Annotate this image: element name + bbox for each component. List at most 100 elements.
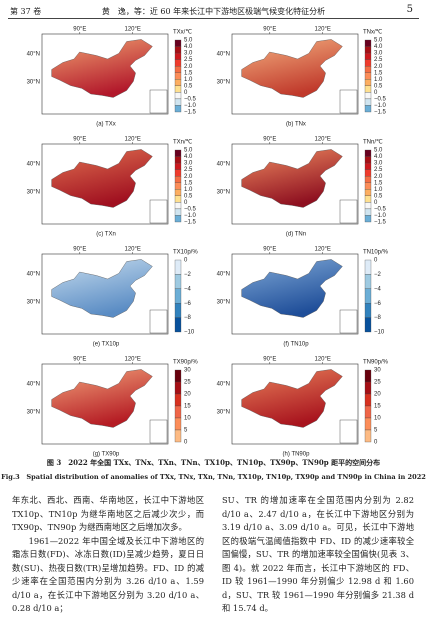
colorbar-segment	[174, 317, 182, 333]
colorbar-segment	[364, 39, 372, 47]
colorbar-segment	[364, 369, 372, 383]
colorbar-tick-label: 5.0	[184, 38, 193, 44]
lon-label: 90°E	[263, 247, 276, 253]
colorbar-tick-label: −1.0	[374, 213, 387, 219]
colorbar-segment	[364, 189, 372, 196]
figure: 90°E 120°E40°N30°NTXx/℃5.04.03.02.52.01.5…	[27, 27, 389, 458]
colorbar-segment	[364, 46, 372, 54]
colorbar-segment	[174, 208, 182, 216]
colorbar-segment	[174, 169, 182, 177]
lat-label: 30°N	[27, 300, 40, 306]
colorbar-tick-label: 5.0	[374, 38, 383, 44]
colorbar-tick-label: −6	[184, 301, 192, 307]
lat-label: 30°N	[27, 190, 40, 196]
colorbar-segment	[174, 303, 182, 318]
colorbar-segment	[174, 393, 182, 407]
colorbar-tick-label: 0	[184, 440, 188, 446]
paragraph: 年东北、西北、西南、华南地区，长江中下游地区 TX10p、TN10p 为继华南地…	[12, 495, 204, 532]
colorbar-segment	[364, 72, 372, 80]
china-map	[241, 39, 343, 98]
colorbar-tick-label: −2	[374, 272, 382, 278]
colorbar-tick-label: −1.5	[184, 220, 197, 226]
colorbar-tick-label: 4.0	[374, 154, 383, 160]
china-map	[51, 149, 153, 208]
colorbar-tick-label: 0.5	[184, 83, 193, 89]
lon-label: 90°E	[73, 357, 86, 363]
colorbar-tick-label: 2.5	[184, 167, 193, 173]
colorbar-tick-label: 0	[184, 258, 188, 264]
colorbar-segment	[364, 169, 372, 177]
colorbar-tick-label: −0.5	[184, 96, 197, 102]
colorbar-segment	[364, 149, 372, 157]
colorbar-segment	[174, 417, 182, 431]
colorbar-segment	[174, 66, 182, 73]
lon-label: 120°E	[315, 137, 331, 143]
colorbar-segment	[364, 176, 372, 183]
colorbar-tick-label: −10	[184, 330, 195, 336]
colorbar-tick-label: 20	[184, 392, 191, 398]
colorbar-title: TNn/℃	[363, 140, 383, 146]
colorbar-segment	[174, 189, 182, 196]
figure-caption-cn: 图 3 2022 年全国 TXx、TNx、TXn、TNn、TX10p、TN10p…	[46, 458, 381, 467]
lat-label: 30°N	[217, 300, 230, 306]
colorbar-tick-label: −8	[184, 315, 192, 321]
colorbar-tick-label: 2.0	[184, 64, 193, 70]
colorbar-segment	[364, 79, 372, 86]
colorbar-tick-label: 15	[374, 404, 381, 410]
colorbar-segment	[364, 92, 372, 100]
colorbar-segment	[364, 85, 372, 93]
china-map	[51, 39, 153, 98]
colorbar-segment	[364, 105, 372, 113]
colorbar-tick-label: 3.0	[374, 51, 383, 57]
colorbar-tick-label: 0	[374, 90, 378, 96]
colorbar-tick-label: −6	[374, 301, 382, 307]
volume: 第 37 卷	[10, 7, 42, 16]
lon-label: 90°E	[263, 27, 276, 33]
header-rule	[8, 18, 419, 19]
page-number: 5	[406, 4, 413, 15]
colorbar-title: TX90p/%	[173, 360, 198, 366]
colorbar-segment	[174, 46, 182, 54]
colorbar-tick-label: 2.0	[374, 64, 383, 70]
china-map	[241, 369, 343, 428]
colorbar-title: TX10p/%	[173, 250, 198, 256]
lat-label: 40°N	[27, 162, 40, 168]
colorbar-tick-label: −4	[184, 286, 192, 292]
colorbar-tick-label: 5	[184, 428, 188, 434]
running-title: 黄 逸，等：近 60 年来长江中下游地区极端气候变化特征分析	[101, 7, 326, 16]
colorbar-segment	[364, 215, 372, 223]
lat-label: 40°N	[27, 382, 40, 388]
colorbar-tick-label: −0.5	[184, 206, 197, 212]
colorbar-segment	[174, 381, 182, 395]
lon-label: 90°E	[263, 137, 276, 143]
panel-caption: (e) TX10p	[93, 342, 120, 348]
colorbar-segment	[364, 417, 372, 431]
colorbar-segment	[364, 429, 372, 443]
colorbar-title: TXx/℃	[173, 30, 192, 36]
colorbar-segment	[364, 259, 372, 275]
panel-caption: (d) TNn	[286, 232, 306, 238]
colorbar-tick-label: 1.5	[374, 180, 383, 186]
colorbar-segment	[174, 369, 182, 383]
colorbar-tick-label: 2.5	[374, 57, 383, 63]
colorbar-segment	[364, 52, 372, 60]
china-map	[241, 149, 343, 208]
colorbar-segment	[364, 156, 372, 164]
lat-label: 40°N	[217, 162, 230, 168]
lat-label: 30°N	[217, 410, 230, 416]
colorbar-segment	[364, 162, 372, 170]
colorbar-tick-label: 10	[374, 416, 381, 422]
lat-label: 30°N	[217, 80, 230, 86]
colorbar-tick-label: 0	[184, 200, 188, 206]
lon-label: 120°E	[125, 247, 141, 253]
south-sea-inset	[149, 89, 168, 114]
colorbar-segment	[364, 195, 372, 203]
colorbar-tick-label: −1.0	[374, 103, 387, 109]
lon-label: 120°E	[315, 247, 331, 253]
lat-label: 30°N	[217, 190, 230, 196]
colorbar-segment	[174, 98, 182, 106]
colorbar-tick-label: 10	[184, 416, 191, 422]
panel-caption: (a) TXx	[96, 122, 116, 128]
colorbar-tick-label: 0	[374, 440, 378, 446]
